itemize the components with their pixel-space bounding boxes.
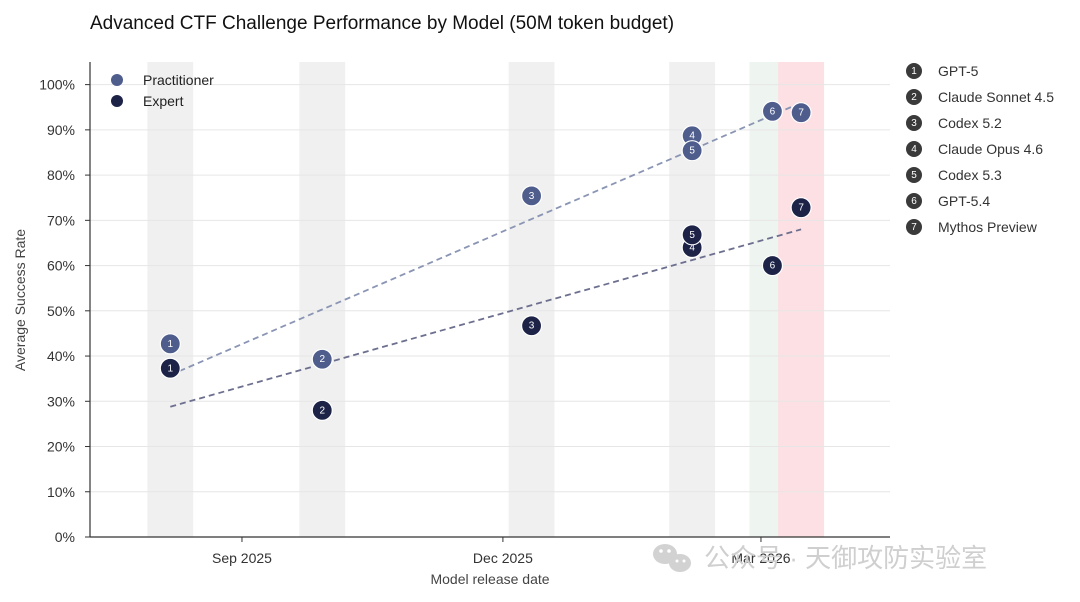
legend-marker-expert [111,95,123,107]
x-tick-label-3: Mar 2026 [731,550,790,566]
model-key-marker-3 [906,115,922,131]
point-label-practitioner-7: 7 [798,108,804,119]
y-tick-label-40: 40% [47,348,75,364]
point-expert-1 [159,357,181,379]
model-key-name-3: Codex 5.2 [938,115,1002,131]
model-key-number-4: 4 [911,144,917,155]
point-expert-6 [761,254,784,277]
point-practitioner-3 [520,185,543,207]
model-key-marker-4 [906,141,922,157]
release-band-3 [508,62,555,537]
model-key: 1 GPT-5 2 Claude Sonnet 4.5 3 Codex 5.2 4 Claud… [906,63,1054,235]
axes: 0% 10% 20% 30% 40% 50% 60% 70% 80% 90% 100% Sep 202… [39,62,890,566]
model-key-marker-6 [906,193,922,209]
point-practitioner-5 [681,140,703,162]
y-tick-label-80: 80% [47,167,75,183]
model-key-name-5: Codex 5.3 [938,167,1002,183]
wechat-icon [653,544,691,572]
watermark: 公众号 · 天御攻防实验室 [653,543,987,573]
model-key-number-5: 5 [911,170,917,181]
release-band-2 [299,62,346,537]
x-tick-label-2: Dec 2025 [473,550,533,566]
point-practitioner-7 [790,102,812,124]
point-expert-3 [520,315,543,337]
y-tick-label-70: 70% [47,212,75,228]
model-key-marker-5 [906,167,922,183]
model-key-number-1: 1 [911,66,917,77]
point-label-practitioner-4: 4 [689,131,695,142]
point-label-expert-7: 7 [798,203,804,214]
point-label-practitioner-3: 3 [529,191,535,202]
y-tick-label-50: 50% [47,303,75,319]
legend-label-practitioner: Practitioner [143,72,214,88]
point-practitioner-2 [311,348,333,370]
point-label-expert-4: 4 [689,242,695,253]
legend-marker-practitioner [111,74,123,86]
model-key-name-4: Claude Opus 4.6 [938,141,1043,157]
model-key-name-7: Mythos Preview [938,219,1038,235]
point-label-expert-5: 5 [689,230,695,241]
release-bands [147,62,825,537]
model-key-name-1: GPT-5 [938,63,979,79]
model-key-number-7: 7 [911,222,917,233]
point-practitioner-1 [159,333,181,355]
model-key-number-2: 2 [911,92,917,103]
y-tick-label-10: 10% [47,484,75,500]
point-label-practitioner-5: 5 [689,146,695,157]
model-key-marker-1 [906,63,922,79]
point-expert-5 [681,224,703,246]
x-axis-label: Model release date [430,571,549,587]
point-label-practitioner-2: 2 [319,354,325,365]
model-key-number-3: 3 [911,118,917,129]
y-tick-label-20: 20% [47,439,75,455]
point-label-practitioner-1: 1 [168,339,174,350]
watermark-text: 公众号 · 天御攻防实验室 [704,543,987,573]
gridlines [90,84,890,538]
model-key-name-2: Claude Sonnet 4.5 [938,89,1054,105]
y-tick-label-100: 100% [39,77,75,93]
model-key-marker-2 [906,89,922,105]
point-label-expert-3: 3 [529,321,535,332]
chart-title: Advanced CTF Challenge Performance by Mo… [90,13,674,34]
release-band-1 [147,62,194,537]
model-key-marker-7 [906,219,922,235]
point-label-practitioner-6: 6 [770,106,776,117]
point-expert-7 [790,197,812,219]
y-tick-label-60: 60% [47,258,75,274]
model-key-number-6: 6 [911,196,917,207]
y-tick-label-30: 30% [47,393,75,409]
legend-label-expert: Expert [143,93,184,109]
legend: Practitioner Expert [111,72,214,109]
x-tick-label-1: Sep 2025 [212,550,272,566]
y-axis-label: Average Success Rate [12,229,28,371]
y-tick-label-90: 90% [47,122,75,138]
point-label-expert-1: 1 [168,363,174,374]
model-key-name-6: GPT-5.4 [938,193,990,209]
point-expert-2 [311,399,333,421]
y-tick-label-0: 0% [55,529,75,545]
point-label-expert-6: 6 [770,261,776,272]
point-practitioner-6 [761,100,784,122]
release-band-6 [778,62,825,537]
point-label-expert-2: 2 [319,405,325,416]
